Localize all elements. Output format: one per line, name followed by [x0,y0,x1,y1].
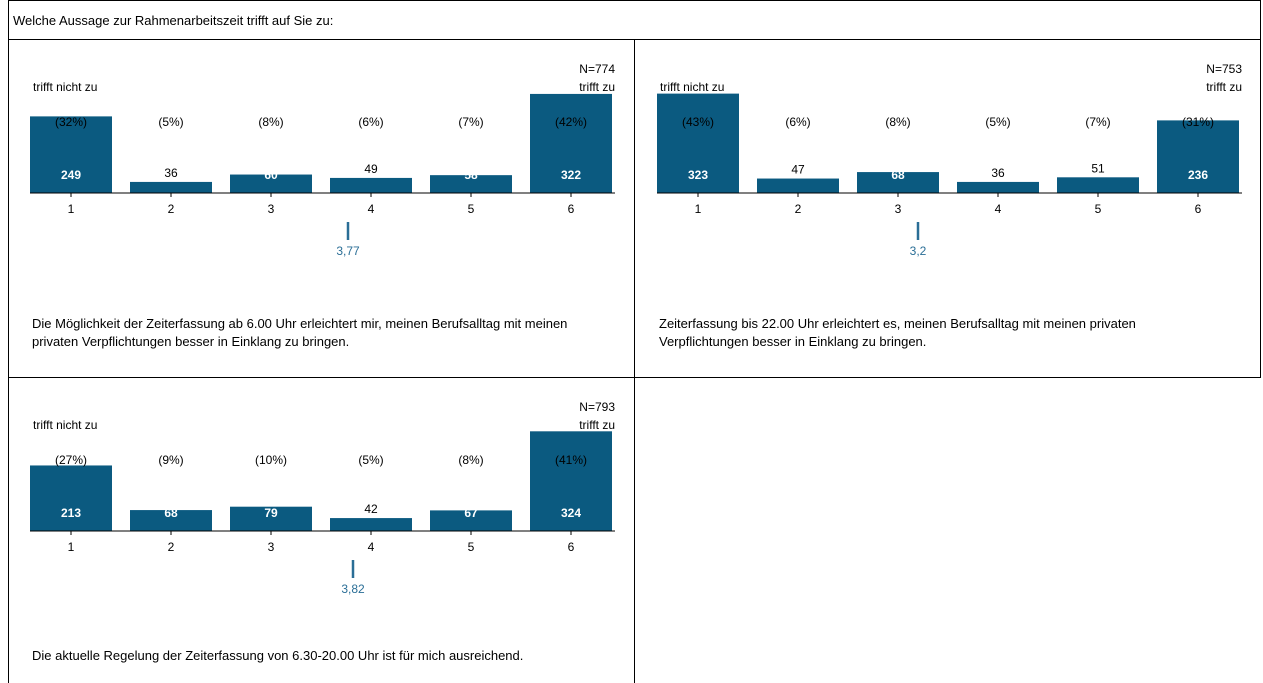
share-label: (42%) [555,115,587,129]
bar [1157,120,1239,193]
share-label: (31%) [1182,115,1214,129]
count-label: 236 [1188,168,1208,182]
bar [130,181,212,193]
share-label: (8%) [458,453,483,467]
count-label: 60 [264,168,278,182]
share-label: (6%) [358,115,383,129]
x-tick-label: 6 [568,202,575,216]
x-tick-label: 6 [1195,202,1202,216]
x-tick-label: 1 [68,202,75,216]
mean-label: 3,77 [336,244,360,258]
statement: Die Möglichkeit der Zeiterfassung ab 6.0… [32,316,568,349]
panel: N=793 trifft zu trifft nicht zu 213 (27%) 1 68… [8,378,635,683]
count-label: 68 [891,168,905,182]
count-label: 322 [561,168,581,182]
share-label: (43%) [682,115,714,129]
bar [857,172,939,193]
bar [330,518,412,531]
bar [30,116,112,193]
low-label: trifft nicht zu [660,80,724,94]
x-tick-label: 1 [68,540,75,554]
share-label: (8%) [885,115,910,129]
share-label: (32%) [55,115,87,129]
bar [530,431,612,531]
panel: N=753 trifft zu trifft nicht zu 323 (43%) 1 47… [635,40,1261,378]
count-label: 79 [264,506,278,520]
statement: Die aktuelle Regelung der Zeiterfassung … [32,648,524,663]
x-tick-label: 5 [468,540,475,554]
bar [657,93,739,193]
bar [1057,177,1139,193]
bar [230,174,312,193]
bar [430,510,512,531]
bar [957,181,1039,193]
count-label: 42 [364,502,378,516]
count-label: 67 [464,506,478,520]
bar [330,177,412,193]
x-tick-label: 4 [995,202,1002,216]
bar [530,93,612,193]
x-tick-label: 4 [368,202,375,216]
count-label: 249 [61,168,81,182]
x-tick-label: 2 [168,540,175,554]
x-tick-label: 1 [695,202,702,216]
share-label: (8%) [258,115,283,129]
count-label: 58 [464,168,478,182]
x-tick-label: 2 [795,202,802,216]
count-label: 47 [791,163,805,177]
x-tick-label: 3 [268,540,275,554]
question-title: Welche Aussage zur Rahmenarbeitszeit tri… [8,0,1261,40]
share-label: (9%) [158,453,183,467]
high-label: trifft zu [579,418,615,432]
bar [757,178,839,193]
n-label: N=753 [1206,62,1242,76]
x-tick-label: 2 [168,202,175,216]
x-tick-label: 3 [268,202,275,216]
share-label: (5%) [985,115,1010,129]
share-label: (7%) [458,115,483,129]
empty-cell [635,378,1261,683]
count-label: 51 [1091,161,1105,175]
low-label: trifft nicht zu [33,80,97,94]
chart: N=793 trifft zu trifft nicht zu 213 (27%) 1 68… [30,400,615,596]
mean-label: 3,82 [341,582,365,596]
n-label: N=774 [579,62,615,76]
x-tick-label: 5 [468,202,475,216]
panel: N=774 trifft zu trifft nicht zu 249 (32%) 1 36… [8,40,635,378]
x-tick-label: 6 [568,540,575,554]
bar [30,465,112,531]
share-label: (7%) [1085,115,1110,129]
high-label: trifft zu [1206,80,1242,94]
count-label: 36 [164,166,178,180]
share-label: (10%) [255,453,287,467]
share-label: (5%) [158,115,183,129]
x-tick-label: 3 [895,202,902,216]
statement: Zeiterfassung bis 22.00 Uhr erleichtert … [659,316,1136,349]
high-label: trifft zu [579,80,615,94]
share-label: (5%) [358,453,383,467]
bar [230,506,312,531]
count-label: 324 [561,506,581,520]
low-label: trifft nicht zu [33,418,97,432]
count-label: 213 [61,506,81,520]
n-label: N=793 [579,400,615,414]
chart: N=753 trifft zu trifft nicht zu 323 (43%) 1 47… [657,62,1242,258]
bar [430,175,512,193]
count-label: 36 [991,166,1005,180]
mean-label: 3,2 [910,244,927,258]
share-label: (27%) [55,453,87,467]
x-tick-label: 4 [368,540,375,554]
bar [130,510,212,531]
x-tick-label: 5 [1095,202,1102,216]
count-label: 68 [164,506,178,520]
share-label: (41%) [555,453,587,467]
count-label: 49 [364,162,378,176]
count-label: 323 [688,168,708,182]
share-label: (6%) [785,115,810,129]
